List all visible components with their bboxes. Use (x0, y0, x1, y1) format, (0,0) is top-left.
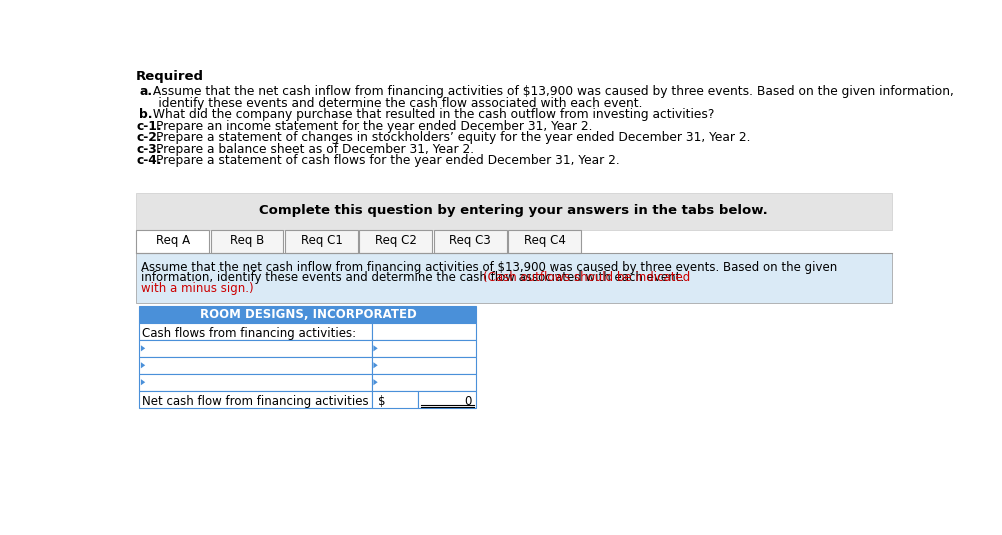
Bar (139, 391, 372, 408)
Text: What did the company purchase that resulted in the cash outflow from investing a: What did the company purchase that resul… (148, 108, 713, 121)
Polygon shape (373, 379, 378, 385)
Bar (136, 230, 208, 253)
Bar (139, 357, 372, 374)
Bar (508, 230, 580, 253)
Bar (418, 391, 476, 408)
Text: Prepare a balance sheet as of December 31, Year 2.: Prepare a balance sheet as of December 3… (156, 143, 474, 156)
Bar (372, 357, 476, 374)
Text: Assume that the net cash inflow from financing activities of $13,900 was caused : Assume that the net cash inflow from fin… (140, 261, 837, 273)
Text: Req B: Req B (229, 234, 264, 247)
Bar (372, 340, 476, 357)
Text: b.: b. (139, 108, 152, 121)
Bar (434, 230, 506, 253)
Bar (210, 230, 284, 253)
Text: $: $ (378, 394, 385, 408)
Text: Complete this question by entering your answers in the tabs below.: Complete this question by entering your … (259, 204, 768, 217)
Text: identify these events and determine the cash flow associated with each event.: identify these events and determine the … (139, 96, 642, 110)
Bar (139, 306, 476, 323)
Bar (372, 391, 418, 408)
Text: c-2.: c-2. (136, 131, 161, 144)
Text: ROOM DESIGNS, INCORPORATED: ROOM DESIGNS, INCORPORATED (199, 308, 416, 321)
Polygon shape (373, 345, 378, 351)
Text: Prepare a statement of changes in stockholders’ equity for the year ended Decemb: Prepare a statement of changes in stockh… (156, 131, 750, 144)
Text: Net cash flow from financing activities: Net cash flow from financing activities (142, 394, 369, 408)
Bar (372, 374, 476, 391)
Text: Cash flows from financing activities:: Cash flows from financing activities: (142, 327, 356, 340)
Text: c-4.: c-4. (136, 154, 161, 167)
Bar (139, 374, 372, 391)
Polygon shape (373, 362, 378, 369)
Text: Req C2: Req C2 (375, 234, 417, 247)
Text: a.: a. (139, 85, 152, 98)
Text: with a minus sign.): with a minus sign.) (140, 282, 254, 295)
Polygon shape (140, 362, 145, 369)
Text: Prepare an income statement for the year ended December 31, Year 2.: Prepare an income statement for the year… (156, 120, 592, 133)
Bar (372, 323, 476, 340)
Text: (Cash outflows should be indicated: (Cash outflows should be indicated (482, 271, 689, 284)
Bar (139, 340, 372, 357)
Text: Req C1: Req C1 (301, 234, 342, 247)
Text: c-1.: c-1. (136, 120, 161, 133)
Polygon shape (140, 379, 145, 385)
Bar (139, 323, 372, 340)
Text: Required: Required (136, 70, 204, 82)
Text: c-3.: c-3. (136, 143, 161, 156)
Text: Req C3: Req C3 (449, 234, 491, 247)
Text: Assume that the net cash inflow from financing activities of $13,900 was caused : Assume that the net cash inflow from fin… (148, 85, 953, 98)
Bar (359, 230, 432, 253)
Bar (285, 230, 358, 253)
Text: 0: 0 (464, 394, 471, 408)
Text: Req C4: Req C4 (523, 234, 565, 247)
Text: information, identify these events and determine the cash flow associated with e: information, identify these events and d… (140, 271, 687, 284)
Bar (136, 253, 891, 303)
Polygon shape (140, 345, 145, 351)
Text: Prepare a statement of cash flows for the year ended December 31, Year 2.: Prepare a statement of cash flows for th… (156, 154, 619, 167)
Text: Req A: Req A (155, 234, 189, 247)
Bar (136, 193, 891, 230)
